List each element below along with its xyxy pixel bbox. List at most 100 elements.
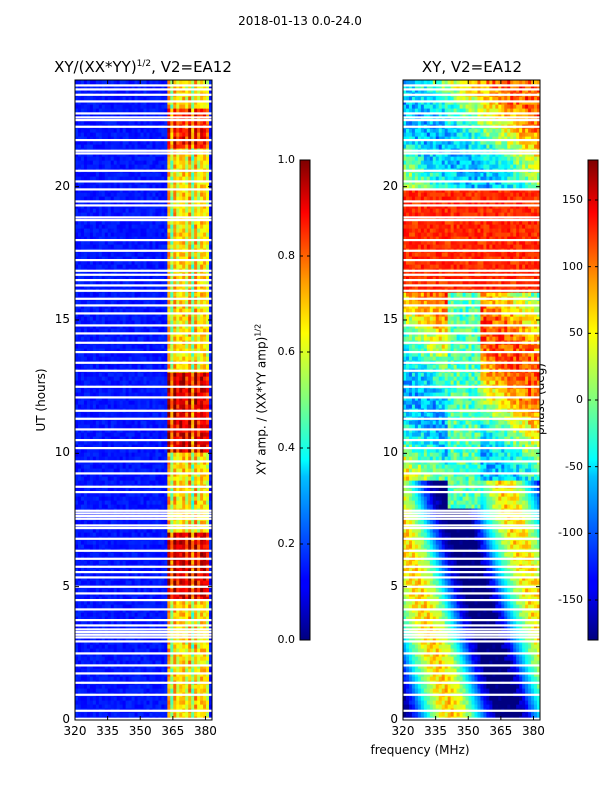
amp-cell (80, 700, 85, 705)
amp-cell (86, 364, 91, 369)
amp-cell (75, 492, 79, 497)
amp-cell (86, 660, 91, 665)
amp-cell (110, 372, 115, 377)
amp-cell (104, 336, 109, 341)
amp-cell (80, 444, 85, 449)
amp-cell (101, 372, 106, 377)
amp-cell (119, 300, 124, 305)
amp-cell (185, 520, 189, 525)
amp-cell (77, 452, 82, 457)
amp-cell (128, 688, 133, 693)
amp-cell (104, 492, 109, 497)
amp-cell (122, 644, 127, 649)
amp-cell (119, 500, 124, 505)
amp-cell (98, 464, 103, 469)
amp-cell (185, 560, 189, 565)
amp-cell (110, 344, 115, 349)
amp-cell (89, 656, 94, 661)
amp-cell (122, 544, 127, 549)
amp-cell (113, 468, 118, 473)
amp-cell (152, 684, 157, 689)
amp-cell (125, 420, 130, 425)
amp-cell (158, 348, 162, 353)
amp-cell (176, 476, 180, 481)
amp-cell (131, 604, 136, 609)
amp-cell (194, 372, 198, 377)
amp-cell (152, 648, 157, 653)
amp-cell (122, 656, 127, 661)
amp-cell (110, 552, 115, 557)
amp-cell (173, 668, 177, 673)
amp-cell (164, 448, 168, 453)
amp-cell (182, 648, 186, 653)
amp-cell (83, 620, 88, 625)
amp-cell (206, 688, 210, 693)
amp-cell (188, 388, 192, 393)
amp-cell (131, 292, 136, 297)
amp-cell (164, 308, 168, 313)
amp-cell (119, 308, 124, 313)
amp-cell (80, 432, 85, 437)
amp-cell (113, 308, 118, 313)
amp-cell (194, 648, 198, 653)
amp-cell (89, 648, 94, 653)
amp-cell (206, 412, 210, 417)
amp-cell (155, 612, 159, 617)
amp-cell (206, 380, 210, 385)
amp-cell (143, 308, 148, 313)
amp-cell (77, 320, 82, 325)
amp-cell (155, 540, 159, 545)
amp-cell (203, 444, 207, 449)
amp-cell (80, 352, 85, 357)
amp-cell (170, 456, 174, 461)
amp-cell (158, 676, 162, 681)
amp-cell (86, 616, 91, 621)
y-tick-label: 10 (382, 445, 398, 460)
amp-cell (125, 436, 130, 441)
amp-cell (80, 388, 85, 393)
amp-cell (197, 660, 201, 665)
amp-cell (134, 676, 139, 681)
amp-cell (143, 336, 148, 341)
amp-cell (155, 504, 159, 509)
amp-cell (179, 696, 183, 701)
amp-cell (203, 500, 207, 505)
amp-cell (182, 620, 186, 625)
amp-cell (155, 348, 159, 353)
amp-cell (89, 528, 94, 533)
amp-cell (89, 404, 94, 409)
amp-cell (122, 600, 127, 605)
amp-cell (110, 488, 115, 493)
amp-cell (89, 372, 94, 377)
amp-cell (86, 444, 91, 449)
amp-cell (146, 568, 151, 573)
amp-cell (158, 688, 162, 693)
amp-cell (203, 620, 207, 625)
amp-cell (149, 612, 154, 617)
amp-cell (152, 476, 157, 481)
amp-cell (197, 668, 201, 673)
amp-cell (75, 300, 79, 305)
amp-cell (104, 436, 109, 441)
amp-cell (194, 528, 198, 533)
amp-cell (146, 596, 151, 601)
amp-cell (92, 684, 97, 689)
amp-cell (107, 476, 112, 481)
amp-cell (173, 588, 177, 593)
amp-cell (146, 660, 151, 665)
amp-cell (137, 352, 142, 357)
amp-cell (167, 452, 171, 457)
amp-cell (98, 480, 103, 485)
amp-cell (125, 700, 130, 705)
amp-cell (104, 392, 109, 397)
amp-cell (155, 308, 159, 313)
y-tick-label: 10 (54, 445, 70, 460)
amp-cell (179, 424, 183, 429)
amp-cell (110, 476, 115, 481)
amp-cell (173, 468, 177, 473)
amp-cell (80, 552, 85, 557)
amp-cell (101, 448, 106, 453)
amp-cell (128, 668, 133, 673)
amp-cell (98, 540, 103, 545)
amp-cell (158, 528, 162, 533)
